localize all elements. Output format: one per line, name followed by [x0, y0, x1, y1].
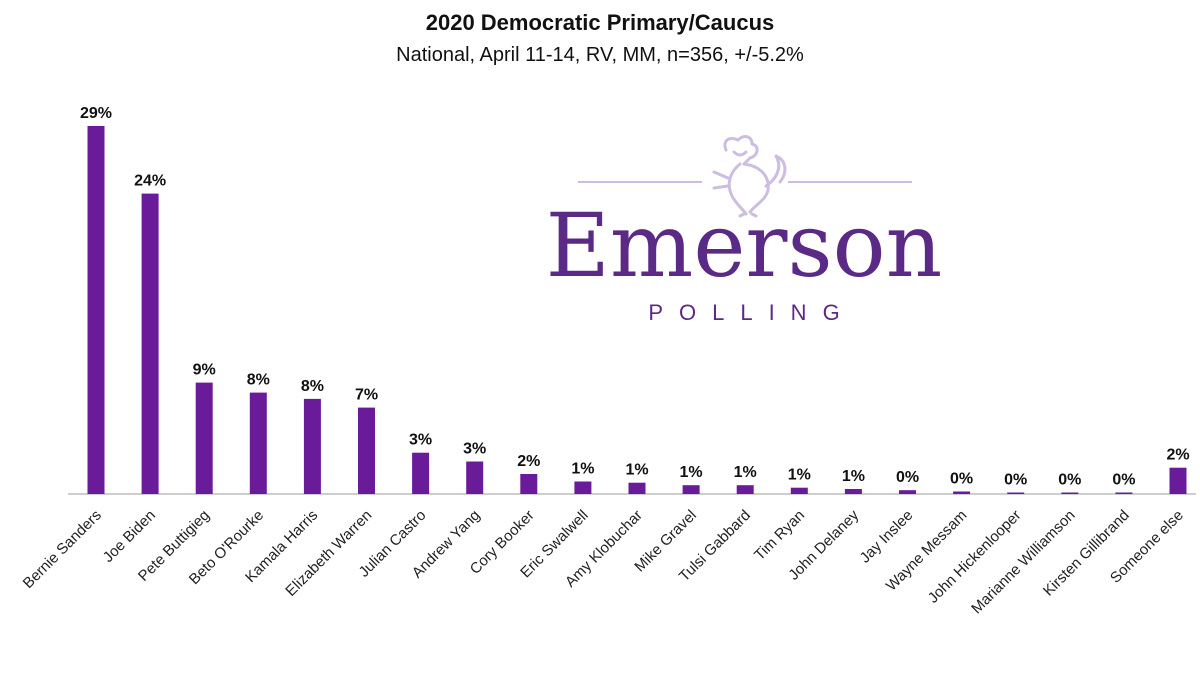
value-label: 0% [896, 469, 919, 486]
x-tick-label: Marianne Williamson [968, 507, 1078, 617]
bar-marianne-williamson [1061, 492, 1079, 494]
value-label: 1% [680, 464, 703, 481]
value-label: 24% [134, 173, 166, 190]
bar-mike-gravel [682, 485, 700, 494]
bar-elizabeth-warren [358, 407, 375, 494]
value-label: 2% [1166, 447, 1189, 464]
bar-jay-inslee [899, 490, 916, 494]
value-label: 0% [950, 471, 973, 488]
bar-series [87, 126, 1187, 494]
bar-tulsi-gabbard [736, 485, 754, 494]
logo-name: Emerson [546, 194, 943, 297]
value-label: 1% [788, 467, 811, 484]
x-tick-label: Tim Ryan [751, 507, 808, 564]
bar-julian-castro [412, 452, 430, 494]
chart-subtitle: National, April 11-14, RV, MM, n=356, +/… [396, 44, 804, 66]
bar-kirsten-gillibrand [1115, 492, 1133, 494]
bar-amy-klobuchar [628, 482, 646, 494]
value-label: 9% [193, 362, 216, 379]
bar-tim-ryan [790, 487, 808, 494]
bar-eric-swalwell [574, 481, 592, 494]
value-label: 8% [247, 372, 270, 389]
value-label: 0% [1112, 472, 1135, 489]
bar-pete-buttigieg [195, 382, 213, 494]
value-label: 3% [463, 441, 486, 458]
bar-john-hickenlooper [1007, 492, 1025, 494]
value-label: 2% [517, 453, 540, 470]
bar-cory-booker [520, 474, 538, 494]
chart-title: 2020 Democratic Primary/Caucus [426, 10, 775, 35]
value-label: 0% [1058, 472, 1081, 489]
value-label: 8% [301, 378, 324, 395]
value-label: 29% [80, 105, 112, 122]
logo-subtitle: POLLING [648, 300, 855, 325]
lion-crest-icon [712, 135, 787, 218]
emerson-polling-logo: Emerson POLLING [546, 135, 943, 325]
x-tick-label: John Hickenlooper [925, 507, 1025, 607]
value-label: 1% [625, 462, 648, 479]
value-label: 0% [1004, 472, 1027, 489]
bar-wayne-messam [953, 491, 971, 494]
value-label: 7% [355, 387, 378, 404]
bar-beto-o-rourke [249, 392, 267, 494]
value-labels: 29% 24% 9% 8% 8% 7% 3% 3% 2% 1% 1% 1% 1% 1% 1% 0% 0% 0% 0%… [80, 105, 1190, 489]
value-label: 1% [571, 461, 594, 478]
bar-someone-else [1169, 467, 1187, 494]
bar-kamala-harris [303, 398, 321, 494]
bar-john-delaney [844, 489, 862, 494]
bar-andrew-yang [466, 461, 484, 494]
value-label: 3% [409, 432, 432, 449]
value-label: 1% [734, 464, 757, 481]
bar-bernie-sanders [87, 126, 105, 494]
value-label: 1% [842, 468, 865, 485]
x-tick-label: Bernie Sanders [20, 507, 105, 592]
bar-joe-biden [141, 193, 159, 494]
